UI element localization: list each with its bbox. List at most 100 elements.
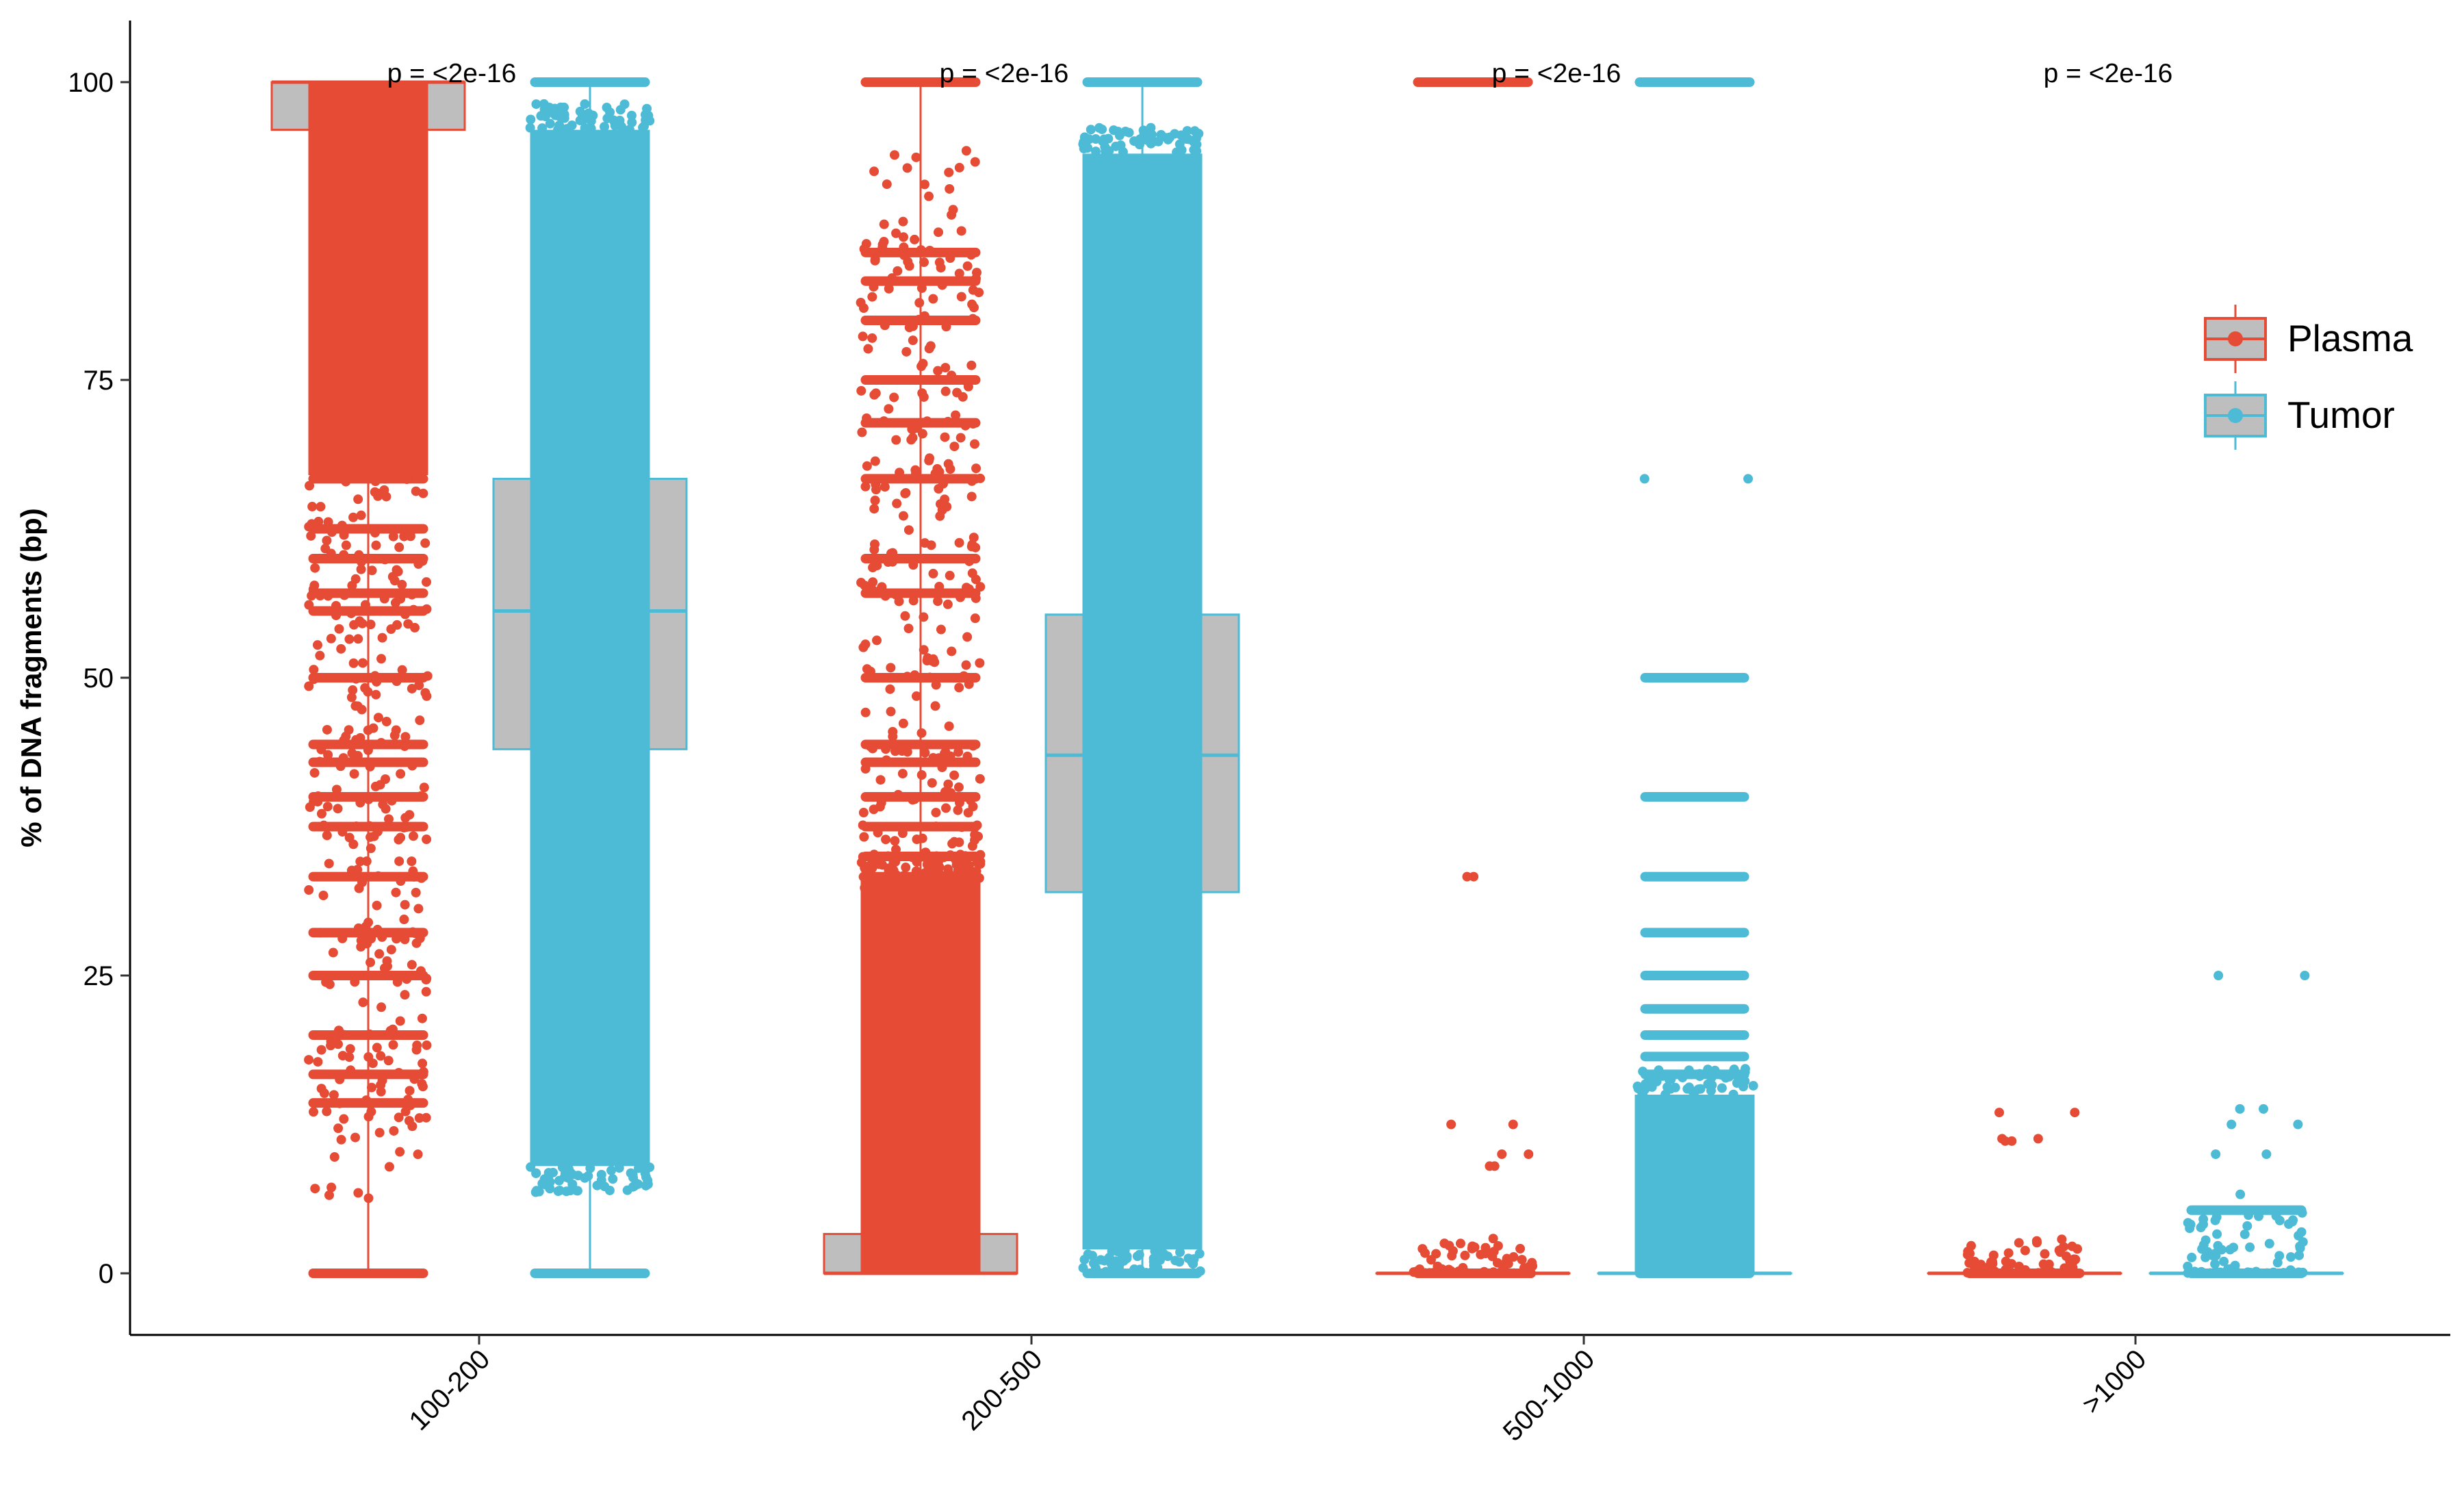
data-point [373, 871, 383, 881]
data-point [903, 525, 914, 535]
data-point [335, 1074, 345, 1084]
data-point [322, 830, 332, 841]
data-point [1177, 145, 1187, 155]
data-point [891, 435, 901, 445]
data-point [2287, 1216, 2298, 1227]
data-point [2059, 1242, 2069, 1252]
data-point [403, 1095, 413, 1105]
data-point [377, 633, 387, 643]
data-point [949, 770, 960, 780]
data-point [2235, 1189, 2246, 1199]
data-point [353, 1188, 363, 1198]
legend-item-plasma: Plasma [2204, 305, 2413, 373]
data-point [1096, 1255, 1106, 1265]
data-point [2293, 1119, 2303, 1130]
data-point [554, 120, 565, 131]
data-point [371, 689, 381, 700]
data-point [350, 1132, 361, 1143]
level-band [860, 77, 981, 87]
data-point [1738, 1082, 1749, 1092]
data-point [2040, 1249, 2050, 1259]
data-point [1113, 127, 1123, 137]
data-point [356, 564, 366, 574]
data-point [886, 706, 896, 717]
plasma-points [1409, 77, 1538, 1278]
level-band [1634, 77, 1755, 87]
level-band [308, 739, 428, 750]
data-point [559, 1172, 569, 1182]
data-point [357, 704, 367, 715]
data-point [925, 245, 935, 255]
data-point [367, 565, 377, 576]
data-point [337, 933, 348, 943]
data-point [919, 179, 929, 190]
data-point [399, 915, 409, 925]
data-point [395, 1016, 405, 1026]
legend-key-point [2228, 331, 2243, 346]
data-point [319, 1088, 329, 1099]
data-point [394, 856, 405, 867]
data-point [315, 591, 325, 601]
data-point [329, 1090, 339, 1100]
data-point [417, 1013, 427, 1023]
level-band [860, 757, 981, 767]
data-point [930, 701, 940, 711]
data-point [328, 947, 338, 958]
data-point [886, 663, 896, 673]
data-point [2031, 1238, 2042, 1248]
data-point [1194, 129, 1204, 139]
data-point [394, 1067, 404, 1078]
data-point [562, 124, 572, 134]
dense-points [1634, 1095, 1755, 1273]
data-point [372, 900, 382, 910]
data-point [856, 578, 867, 588]
data-point [641, 1180, 651, 1190]
data-point [326, 548, 336, 559]
y-tick-label: 0 [99, 1259, 114, 1289]
data-point [894, 596, 904, 607]
data-point [405, 1086, 415, 1096]
data-point [858, 331, 868, 342]
data-point [1446, 1119, 1456, 1130]
data-point [871, 388, 881, 398]
level-band [1640, 673, 1749, 683]
data-point [536, 111, 546, 121]
data-point [926, 540, 936, 550]
data-point [931, 807, 941, 817]
data-point [1717, 1083, 1727, 1093]
data-point [323, 750, 333, 760]
data-point [376, 1051, 386, 1061]
tumor-points [2183, 971, 2310, 1278]
data-point [411, 1045, 422, 1055]
data-point [363, 794, 374, 804]
data-point [314, 553, 324, 563]
data-point [925, 453, 935, 463]
data-point [640, 110, 650, 120]
data-point [1426, 1255, 1436, 1265]
data-point [316, 1045, 326, 1055]
legend-item-tumor: Tumor [2204, 381, 2395, 450]
data-point [422, 604, 432, 614]
data-point [1107, 1246, 1117, 1256]
data-point [910, 234, 920, 244]
data-point [2003, 1248, 2014, 1258]
data-point [376, 654, 387, 664]
data-point [324, 979, 335, 989]
data-point [953, 747, 964, 757]
data-point [1670, 1082, 1680, 1093]
data-point [377, 932, 387, 942]
data-point [880, 320, 890, 331]
data-point [326, 527, 337, 537]
data-point [1175, 1247, 1185, 1258]
data-point [331, 610, 342, 620]
data-point [889, 392, 899, 403]
data-point [879, 219, 889, 229]
data-point [322, 1106, 332, 1117]
data-point [392, 977, 402, 987]
data-point [966, 360, 977, 370]
data-point [384, 1162, 394, 1172]
data-point [418, 1058, 428, 1069]
tumor-points [525, 77, 655, 1278]
data-point [1633, 1084, 1643, 1094]
data-point [596, 1175, 606, 1185]
